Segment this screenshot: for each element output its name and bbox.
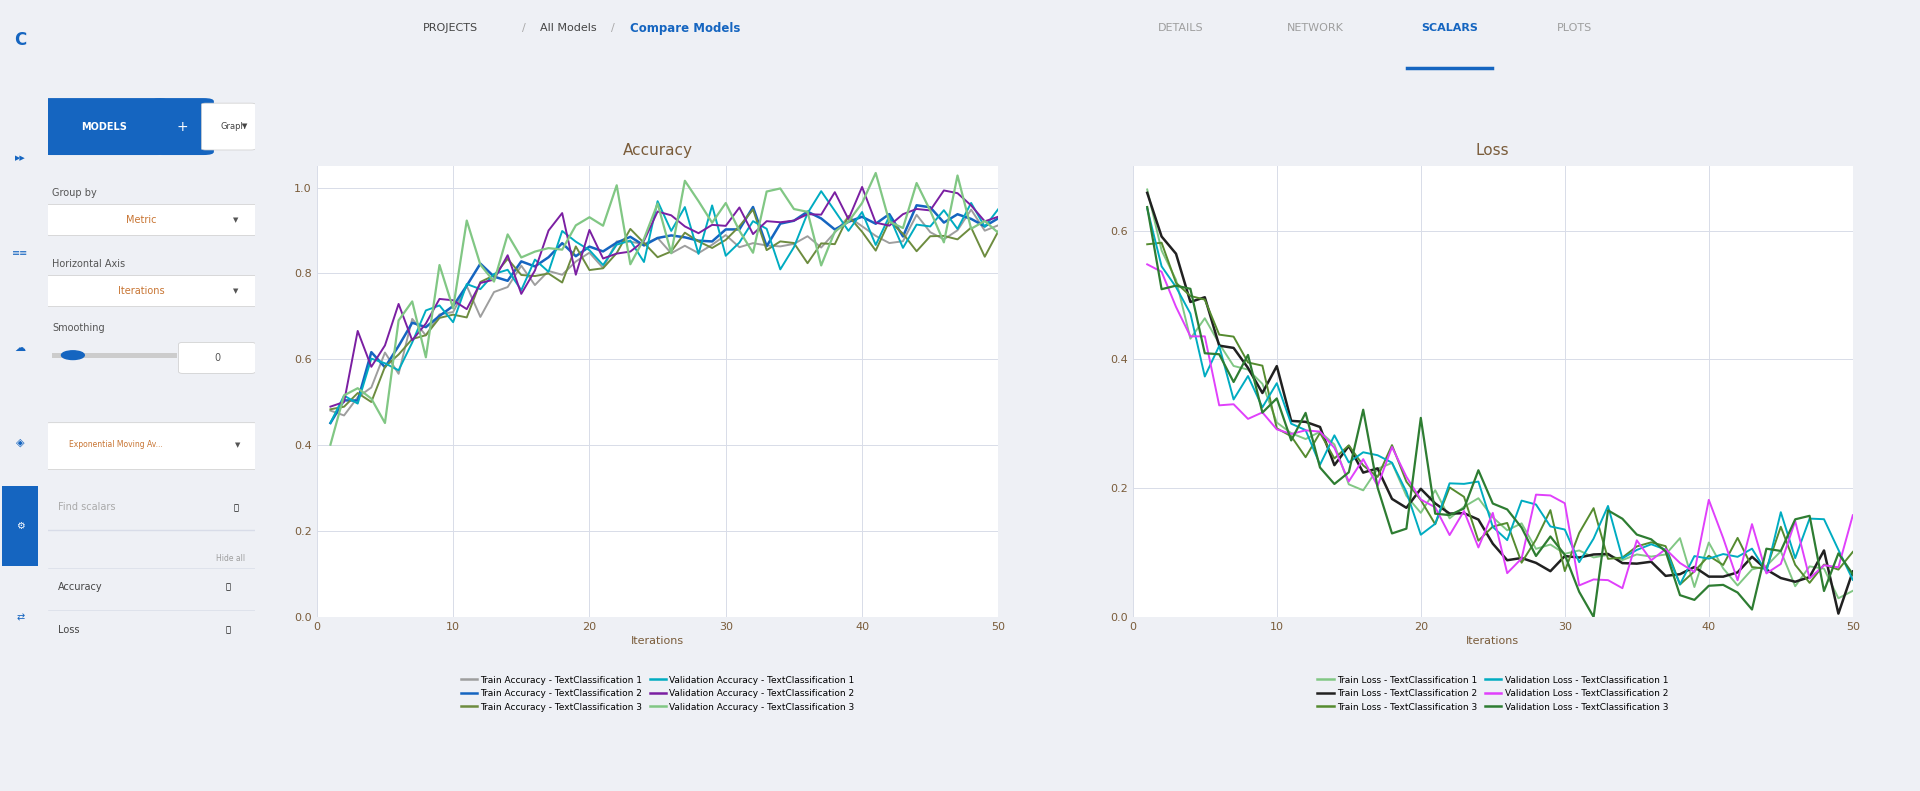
Text: Group by: Group by [52, 188, 96, 198]
FancyBboxPatch shape [179, 343, 255, 373]
Text: ▼: ▼ [236, 442, 240, 448]
Text: ☁: ☁ [15, 343, 25, 353]
Text: ⚙: ⚙ [15, 521, 25, 531]
Text: /: / [611, 24, 614, 33]
Text: ▶▶: ▶▶ [15, 155, 25, 161]
Legend: Train Loss - TextClassification 1, Train Loss - TextClassification 2, Train Loss: Train Loss - TextClassification 1, Train… [1317, 676, 1668, 712]
Text: Loss: Loss [58, 625, 81, 635]
Text: /: / [522, 24, 526, 33]
X-axis label: Iterations: Iterations [1467, 636, 1519, 646]
Title: Accuracy: Accuracy [622, 143, 693, 158]
Text: Hide all: Hide all [215, 554, 246, 562]
Text: MODELS: MODELS [81, 122, 127, 131]
Bar [52, 353, 177, 358]
Text: 👁: 👁 [225, 626, 230, 634]
X-axis label: Iterations: Iterations [632, 636, 684, 646]
Circle shape [61, 350, 84, 359]
Text: Accuracy: Accuracy [58, 582, 104, 592]
Text: 🔍: 🔍 [234, 503, 238, 512]
Text: 0: 0 [213, 353, 221, 363]
Text: NETWORK: NETWORK [1286, 24, 1344, 33]
Legend: Train Accuracy - TextClassification 1, Train Accuracy - TextClassification 2, Tr: Train Accuracy - TextClassification 1, T… [461, 676, 854, 712]
Text: +: + [177, 119, 188, 134]
Text: DETAILS: DETAILS [1158, 24, 1204, 33]
FancyBboxPatch shape [40, 98, 169, 155]
Text: ▼: ▼ [234, 218, 238, 223]
Text: Graph: Graph [221, 122, 246, 131]
Text: PLOTS: PLOTS [1557, 24, 1592, 33]
Text: 👁: 👁 [225, 582, 230, 592]
Text: Iterations: Iterations [117, 286, 165, 297]
FancyBboxPatch shape [202, 103, 255, 150]
Text: Horizontal Axis: Horizontal Axis [52, 259, 125, 269]
Text: Find scalars: Find scalars [58, 502, 115, 513]
Text: Exponential Moving Av...: Exponential Moving Av... [69, 441, 163, 449]
Text: SCALARS: SCALARS [1421, 24, 1478, 33]
FancyBboxPatch shape [152, 98, 213, 155]
FancyBboxPatch shape [46, 275, 257, 307]
Text: PROJECTS: PROJECTS [422, 24, 478, 33]
Text: Compare Models: Compare Models [630, 22, 739, 35]
Text: ◈: ◈ [15, 438, 25, 448]
Text: Smoothing: Smoothing [52, 324, 106, 333]
Text: ▼: ▼ [242, 123, 248, 130]
Text: Metric: Metric [127, 215, 157, 225]
Text: ⇄: ⇄ [15, 612, 25, 622]
Title: Loss: Loss [1476, 143, 1509, 158]
Text: All Models: All Models [540, 24, 595, 33]
Text: ≡≡: ≡≡ [12, 248, 29, 258]
Text: C: C [13, 31, 27, 48]
Text: ▼: ▼ [234, 289, 238, 294]
FancyBboxPatch shape [46, 422, 257, 470]
Bar [2, 486, 38, 566]
FancyBboxPatch shape [46, 204, 257, 236]
